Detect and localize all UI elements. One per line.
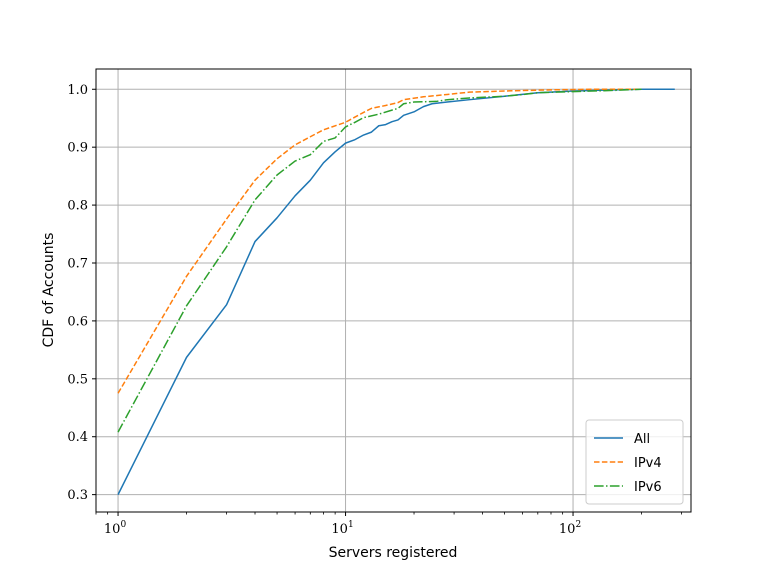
- legend: All IPv4 IPv6: [585, 419, 684, 505]
- y-axis-label: CDF of Accounts: [41, 233, 57, 348]
- axes-frame: [95, 68, 692, 513]
- series-line-ipv4: [117, 88, 642, 394]
- legend-box: [585, 419, 684, 505]
- y-tick-label: 0.8: [67, 199, 88, 214]
- ticks: 0.3 0.4 0.5 0.6 0.7 0.8 0.9 1.0 100 101 102: [67, 83, 682, 537]
- x-tick-label: 101: [331, 520, 353, 537]
- x-tick-label: 100: [104, 520, 127, 537]
- legend-label-all: All: [634, 432, 650, 447]
- y-tick-label: 0.3: [67, 488, 88, 503]
- grid-lines: [96, 69, 691, 512]
- y-tick-label: 0.6: [67, 314, 88, 329]
- x-axis-label: Servers registered: [329, 545, 458, 561]
- y-tick-label: 0.5: [67, 372, 88, 387]
- series-lines: [117, 88, 675, 495]
- legend-label-ipv6: IPv6: [634, 480, 662, 495]
- plot-frame: [95, 68, 692, 513]
- y-tick-label: 1.0: [67, 83, 88, 98]
- y-tick-label: 0.9: [67, 141, 88, 156]
- series-line-ipv6: [117, 88, 642, 433]
- legend-label-ipv4: IPv4: [634, 456, 662, 471]
- x-tick-label: 102: [559, 520, 581, 537]
- y-tick-label: 0.7: [67, 256, 88, 271]
- y-tick-label: 0.4: [67, 430, 88, 445]
